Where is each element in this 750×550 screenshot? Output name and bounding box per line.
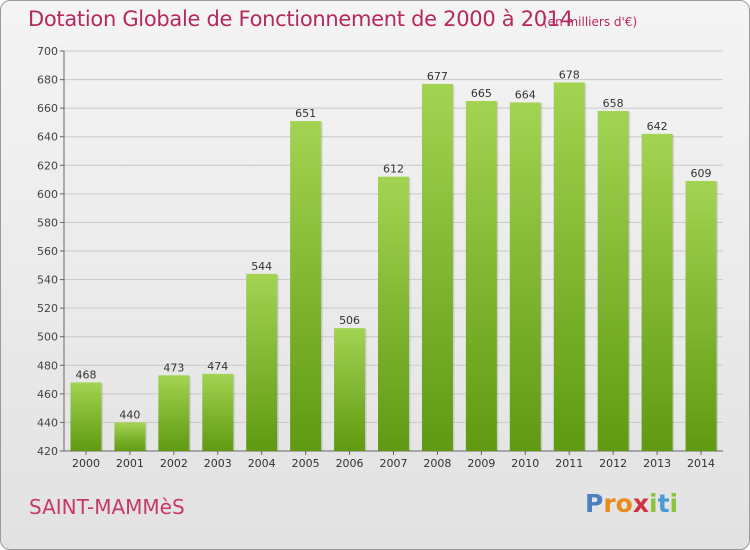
x-tick-label: 2006 <box>336 457 364 470</box>
data-label: 440 <box>119 408 140 421</box>
bar <box>158 375 190 451</box>
data-label: 609 <box>691 167 712 180</box>
x-tick-label: 2012 <box>599 457 627 470</box>
unit-note: (en milliers d'€) <box>543 15 638 29</box>
bar <box>202 373 234 451</box>
bar <box>641 133 673 451</box>
bar <box>421 83 453 451</box>
proxiti-logo: Proxiti <box>585 489 678 518</box>
y-tick-label: 660 <box>37 102 58 115</box>
bar <box>685 181 717 451</box>
data-label: 612 <box>383 163 404 176</box>
logo-letter: o <box>615 489 633 518</box>
x-tick-label: 2004 <box>248 457 276 470</box>
x-tick-label: 2002 <box>160 457 188 470</box>
logo-letter: r <box>603 489 616 518</box>
y-tick-label: 540 <box>37 274 58 287</box>
data-label: 506 <box>339 314 360 327</box>
data-label: 474 <box>207 360 228 373</box>
data-label: 678 <box>559 68 580 81</box>
data-label: 642 <box>647 120 668 133</box>
data-label: 658 <box>603 97 624 110</box>
bar <box>465 101 497 451</box>
x-tick-label: 2003 <box>204 457 232 470</box>
x-tick-label: 2007 <box>380 457 408 470</box>
data-label: 544 <box>251 260 272 273</box>
logo-letter: x <box>632 489 649 518</box>
data-label: 665 <box>471 87 492 100</box>
y-tick-label: 640 <box>37 131 58 144</box>
y-tick-label: 620 <box>37 159 58 172</box>
logo-letter: P <box>585 489 604 518</box>
x-tick-label: 2001 <box>116 457 144 470</box>
y-tick-label: 520 <box>37 302 58 315</box>
bar <box>70 382 102 451</box>
logo-letter: t <box>657 489 670 518</box>
x-tick-label: 2014 <box>687 457 715 470</box>
data-label: 677 <box>427 70 448 83</box>
chart-title: Dotation Globale de Fonctionnement de 20… <box>28 7 573 31</box>
bar <box>597 111 629 451</box>
y-tick-label: 560 <box>37 245 58 258</box>
data-label: 473 <box>163 361 184 374</box>
y-tick-label: 580 <box>37 216 58 229</box>
bar <box>290 121 322 451</box>
x-tick-label: 2009 <box>467 457 495 470</box>
y-tick-label: 420 <box>37 445 58 458</box>
bar <box>246 273 278 451</box>
x-tick-label: 2008 <box>423 457 451 470</box>
bar <box>509 102 541 451</box>
y-tick-label: 680 <box>37 74 58 87</box>
y-tick-label: 460 <box>37 388 58 401</box>
y-tick-label: 700 <box>37 45 58 58</box>
x-tick-label: 2005 <box>292 457 320 470</box>
bar <box>378 176 409 451</box>
data-label: 468 <box>75 368 96 381</box>
bar <box>114 422 146 451</box>
x-tick-label: 2010 <box>511 457 539 470</box>
x-tick-label: 2013 <box>643 457 671 470</box>
x-tick-label: 2000 <box>72 457 100 470</box>
commune-name: SAINT-MAMMèS <box>29 495 185 519</box>
bar <box>334 328 366 451</box>
bar <box>553 82 585 451</box>
y-tick-label: 600 <box>37 188 58 201</box>
data-label: 651 <box>295 107 316 120</box>
y-tick-label: 480 <box>37 359 58 372</box>
x-tick-label: 2011 <box>555 457 583 470</box>
y-tick-label: 440 <box>37 416 58 429</box>
logo-letter: i <box>669 489 679 518</box>
y-tick-label: 500 <box>37 331 58 344</box>
logo-letter: i <box>649 489 658 518</box>
data-label: 664 <box>515 88 536 101</box>
